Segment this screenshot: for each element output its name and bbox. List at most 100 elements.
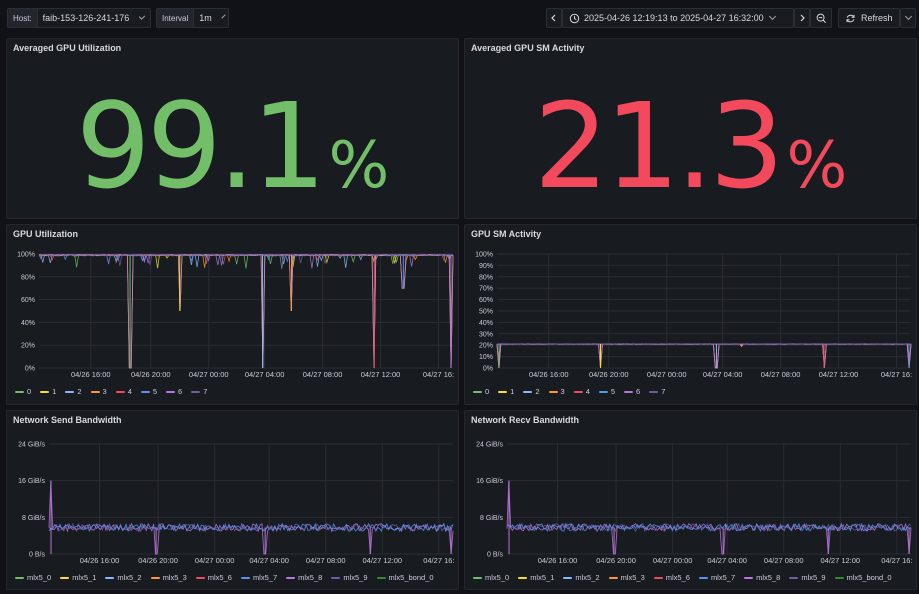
legend-item[interactable]: mlx5_8 bbox=[286, 573, 322, 582]
legend-item[interactable]: 1 bbox=[40, 387, 56, 396]
stat-value: 99.1 bbox=[75, 77, 327, 215]
legend-item[interactable]: 3 bbox=[90, 387, 107, 396]
stat-value-display: 99.1% bbox=[7, 77, 458, 215]
y-tick-label: 0% bbox=[25, 366, 35, 373]
legend-item[interactable]: mlx5_bond_0 bbox=[376, 573, 434, 582]
y-tick-label: 40% bbox=[479, 320, 493, 327]
legend-swatch bbox=[105, 576, 115, 579]
interval-variable-select[interactable]: Interval 1m bbox=[156, 8, 229, 28]
legend-item[interactable]: mlx5_6 bbox=[195, 573, 232, 582]
x-tick-label: 04/26 16:00 bbox=[71, 370, 111, 379]
legend-item[interactable]: 4 bbox=[573, 387, 590, 396]
legend-item[interactable]: 5 bbox=[140, 387, 157, 396]
legend-label: mlx5_2 bbox=[575, 573, 600, 582]
legend-item[interactable]: mlx5_2 bbox=[105, 573, 142, 582]
y-tick-label: 80% bbox=[479, 274, 493, 281]
x-tick-label: 04/27 16: bbox=[881, 370, 912, 379]
legend-item[interactable]: mlx5_bond_0 bbox=[834, 573, 892, 582]
legend-item[interactable]: 6 bbox=[166, 387, 182, 396]
legend-label: mlx5_1 bbox=[72, 573, 97, 582]
gpu-sm-activity-chart[interactable]: 0% 10% 20% 30% 40% 50% 60% 70% 80% 90% 100% 04/26 1… bbox=[465, 225, 918, 406]
legend-label: 3 bbox=[560, 387, 565, 396]
legend-swatch bbox=[523, 390, 533, 393]
y-tick-label: 80% bbox=[21, 274, 35, 281]
legend-item[interactable]: mlx5_9 bbox=[331, 573, 368, 582]
legend-item[interactable]: mlx5_6 bbox=[653, 573, 690, 582]
legend-item[interactable]: mlx5_0 bbox=[15, 573, 51, 582]
panel-title: Network Recv Bandwidth bbox=[471, 415, 580, 425]
refresh-button[interactable]: Refresh bbox=[838, 8, 900, 28]
legend-item[interactable]: 2 bbox=[65, 387, 82, 396]
legend-item[interactable]: 0 bbox=[473, 387, 489, 396]
x-tick-label: 04/26 20:00 bbox=[131, 370, 171, 379]
x-tick-label: 04/26 16:00 bbox=[80, 556, 120, 565]
x-tick-label: 04/27 04:00 bbox=[707, 556, 747, 565]
x-tick-label: 04/27 16: bbox=[881, 556, 912, 565]
legend-item[interactable]: mlx5_8 bbox=[744, 573, 780, 582]
time-range-picker[interactable]: 2025-04-26 12:19:13 to 2025-04-27 16:32:… bbox=[562, 8, 794, 28]
legend-swatch bbox=[789, 576, 799, 579]
y-tick-label: 70% bbox=[479, 286, 493, 293]
network-send-bandwidth-chart[interactable]: 0 B/s 8 GiB/s 16 GiB/s 24 GiB/s 04/26 16:00 0… bbox=[7, 411, 460, 591]
legend-swatch bbox=[548, 390, 558, 393]
legend-label: 2 bbox=[535, 387, 540, 396]
legend-item[interactable]: mlx5_2 bbox=[563, 573, 600, 582]
averaged-gpu-utilization-panel: Averaged GPU Utilization 99.1% bbox=[6, 38, 459, 219]
legend-item[interactable]: mlx5_3 bbox=[150, 573, 187, 582]
averaged-gpu-sm-activity-panel: Averaged GPU SM Activity 21.3% bbox=[464, 38, 917, 219]
refresh-interval-dropdown[interactable] bbox=[900, 8, 916, 28]
y-tick-label: 24 GiB/s bbox=[476, 442, 503, 449]
zoom-out-button[interactable] bbox=[810, 8, 832, 28]
series-line bbox=[48, 522, 454, 533]
legend-item[interactable]: 1 bbox=[498, 387, 514, 396]
gpu-utilization-chart[interactable]: 0% 20% 40% 60% 80% 100% 04/26 16:00 04/26 20:00… bbox=[7, 225, 460, 406]
legend-item[interactable]: mlx5_3 bbox=[608, 573, 645, 582]
legend-label: 6 bbox=[178, 387, 183, 396]
legend-item[interactable]: mlx5_7 bbox=[240, 573, 277, 582]
x-tick-label: 04/27 12:00 bbox=[361, 370, 401, 379]
legend-item[interactable]: 4 bbox=[115, 387, 132, 396]
x-tick-label: 04/27 16: bbox=[423, 556, 454, 565]
legend-item[interactable]: 7 bbox=[649, 387, 665, 396]
legend-swatch bbox=[473, 390, 482, 393]
legend-item[interactable]: mlx5_7 bbox=[698, 573, 735, 582]
legend-label: mlx5_6 bbox=[665, 573, 690, 582]
y-tick-label: 60% bbox=[479, 297, 493, 304]
chart-legend: mlx5_0 mlx5_1 mlx5_2 mlx5_3 mlx5_6 mlx5_7 mlx5… bbox=[15, 573, 434, 582]
legend-item[interactable]: mlx5_1 bbox=[518, 573, 554, 582]
chevron-down-icon bbox=[221, 14, 226, 19]
legend-label: mlx5_6 bbox=[207, 573, 232, 582]
zoom-out-icon bbox=[816, 13, 826, 23]
legend-item[interactable]: mlx5_0 bbox=[473, 573, 509, 582]
legend-item[interactable]: 3 bbox=[548, 387, 565, 396]
legend-swatch bbox=[573, 390, 583, 393]
legend-label: mlx5_3 bbox=[620, 573, 645, 582]
time-shift-forward-button[interactable] bbox=[794, 8, 810, 28]
legend-item[interactable]: 5 bbox=[598, 387, 615, 396]
y-tick-label: 30% bbox=[479, 331, 493, 338]
chevron-left-icon bbox=[551, 14, 556, 22]
y-tick-label: 24 GiB/s bbox=[18, 442, 45, 449]
series-line bbox=[506, 522, 912, 533]
legend-item[interactable]: 7 bbox=[191, 387, 207, 396]
legend-item[interactable]: mlx5_1 bbox=[60, 573, 96, 582]
host-label: Host: bbox=[8, 9, 38, 27]
host-variable-select[interactable]: Host: faib-153-126-241-176 bbox=[7, 8, 151, 28]
legend-item[interactable]: 2 bbox=[523, 387, 540, 396]
stat-value: 21.3 bbox=[533, 77, 785, 215]
y-tick-label: 60% bbox=[21, 297, 35, 304]
legend-swatch bbox=[744, 576, 754, 579]
time-shift-back-button[interactable] bbox=[546, 8, 562, 28]
legend-swatch bbox=[649, 390, 659, 393]
network-recv-bandwidth-chart[interactable]: 0 B/s 8 GiB/s 16 GiB/s 24 GiB/s 04/26 16:00 0… bbox=[465, 411, 918, 591]
x-tick-label: 04/27 00:00 bbox=[189, 370, 229, 379]
legend-swatch bbox=[286, 576, 296, 579]
legend-item[interactable]: 6 bbox=[624, 387, 640, 396]
gpu-sm-activity-panel: GPU SM Activity 0% 10% 20% 30% 40% 50% 60% 70% 8… bbox=[464, 224, 917, 405]
legend-swatch bbox=[65, 390, 75, 393]
chart-legend: 0 1 2 3 4 5 6 7 bbox=[473, 387, 665, 396]
legend-swatch bbox=[150, 576, 160, 579]
legend-item[interactable]: mlx5_9 bbox=[789, 573, 826, 582]
legend-item[interactable]: 0 bbox=[15, 387, 31, 396]
x-tick-label: 04/27 12:00 bbox=[819, 370, 859, 379]
